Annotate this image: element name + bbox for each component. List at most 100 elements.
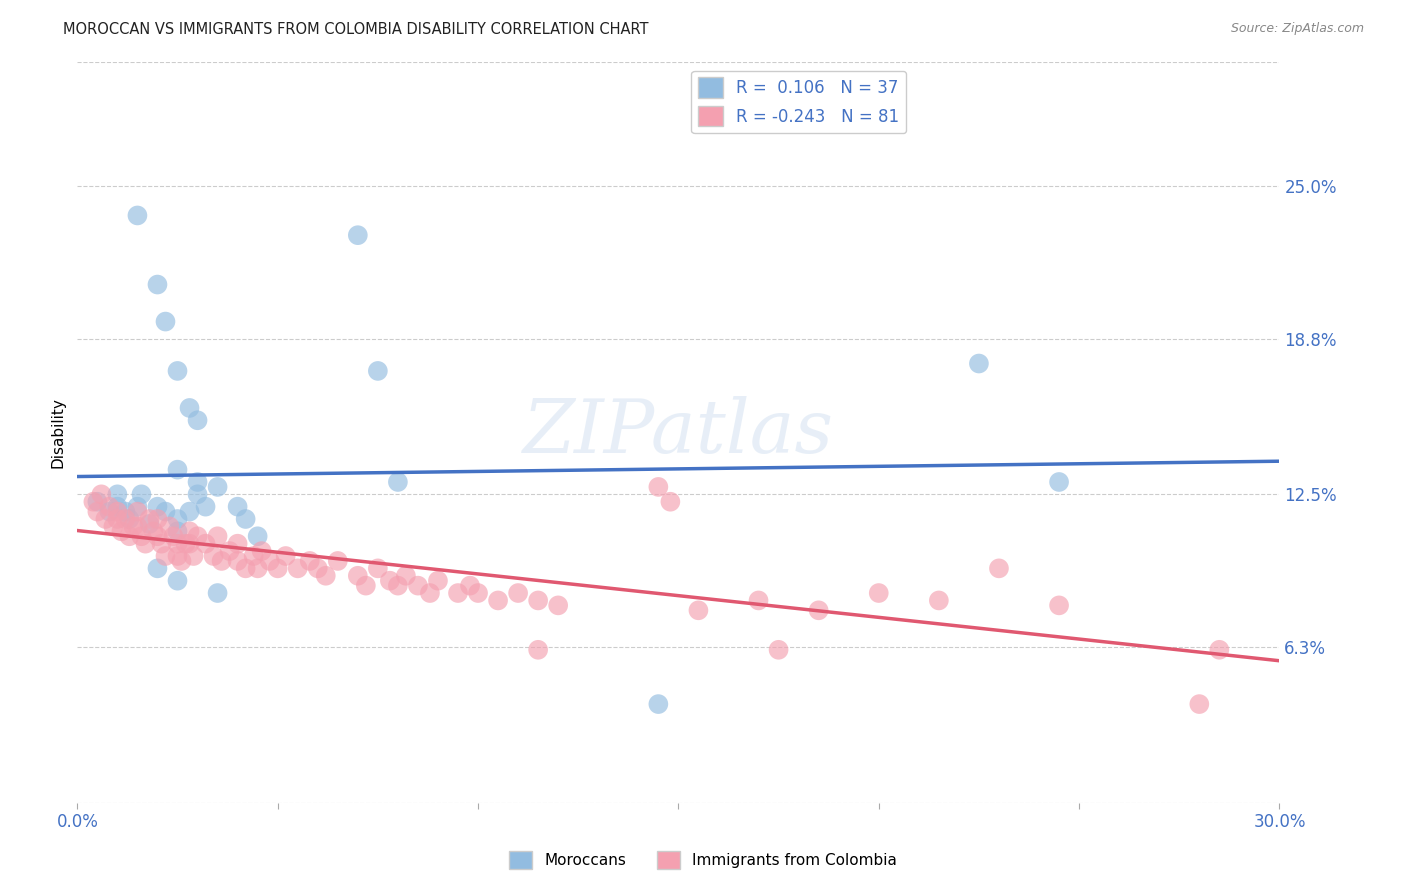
Point bbox=[146, 529, 169, 543]
Point bbox=[166, 574, 188, 588]
Point bbox=[179, 524, 201, 539]
Point bbox=[395, 568, 418, 582]
Point bbox=[98, 500, 121, 514]
Point bbox=[166, 364, 188, 378]
Point bbox=[127, 505, 149, 519]
Legend: R =  0.106   N = 37, R = -0.243   N = 81: R = 0.106 N = 37, R = -0.243 N = 81 bbox=[692, 70, 905, 133]
Point bbox=[138, 512, 160, 526]
Point bbox=[166, 537, 188, 551]
Point bbox=[127, 519, 149, 533]
Point bbox=[211, 554, 233, 568]
Point bbox=[259, 554, 281, 568]
Point bbox=[166, 549, 188, 563]
Point bbox=[146, 500, 169, 514]
Point bbox=[378, 574, 401, 588]
Point bbox=[131, 487, 153, 501]
Point bbox=[287, 561, 309, 575]
Point bbox=[347, 568, 370, 582]
Point bbox=[114, 505, 136, 519]
Point bbox=[367, 364, 389, 378]
Point bbox=[267, 561, 290, 575]
Point bbox=[98, 505, 121, 519]
Point bbox=[768, 642, 790, 657]
Point bbox=[166, 524, 188, 539]
Point bbox=[155, 549, 177, 563]
Legend: Moroccans, Immigrants from Colombia: Moroccans, Immigrants from Colombia bbox=[503, 845, 903, 875]
Point bbox=[659, 494, 682, 508]
Point bbox=[103, 519, 125, 533]
Point bbox=[146, 277, 169, 292]
Point bbox=[202, 549, 225, 563]
Text: Source: ZipAtlas.com: Source: ZipAtlas.com bbox=[1230, 22, 1364, 36]
Point bbox=[90, 487, 112, 501]
Point bbox=[82, 494, 104, 508]
Point bbox=[387, 579, 409, 593]
Point bbox=[162, 529, 184, 543]
Point bbox=[107, 512, 129, 526]
Point bbox=[486, 593, 509, 607]
Point bbox=[354, 579, 377, 593]
Point bbox=[246, 529, 269, 543]
Point bbox=[326, 554, 349, 568]
Point bbox=[86, 505, 108, 519]
Point bbox=[207, 529, 229, 543]
Point bbox=[166, 462, 188, 476]
Point bbox=[467, 586, 489, 600]
Point bbox=[194, 537, 217, 551]
Point bbox=[315, 568, 337, 582]
Point bbox=[170, 554, 193, 568]
Point bbox=[298, 554, 321, 568]
Point bbox=[1188, 697, 1211, 711]
Point bbox=[427, 574, 450, 588]
Point bbox=[235, 512, 257, 526]
Point bbox=[274, 549, 297, 563]
Point bbox=[146, 512, 169, 526]
Point bbox=[419, 586, 441, 600]
Point bbox=[868, 586, 890, 600]
Point bbox=[107, 487, 129, 501]
Point bbox=[226, 500, 249, 514]
Y-axis label: Disability: Disability bbox=[51, 397, 66, 468]
Point bbox=[527, 642, 550, 657]
Point bbox=[118, 512, 141, 526]
Point bbox=[186, 487, 209, 501]
Point bbox=[131, 529, 153, 543]
Point bbox=[114, 512, 136, 526]
Point bbox=[186, 475, 209, 489]
Text: MOROCCAN VS IMMIGRANTS FROM COLOMBIA DISABILITY CORRELATION CHART: MOROCCAN VS IMMIGRANTS FROM COLOMBIA DIS… bbox=[63, 22, 648, 37]
Point bbox=[179, 401, 201, 415]
Point bbox=[159, 519, 181, 533]
Point bbox=[166, 512, 188, 526]
Point bbox=[107, 500, 129, 514]
Point bbox=[527, 593, 550, 607]
Point bbox=[458, 579, 481, 593]
Point bbox=[988, 561, 1011, 575]
Point bbox=[807, 603, 830, 617]
Point bbox=[1047, 599, 1070, 613]
Point bbox=[174, 537, 197, 551]
Point bbox=[547, 599, 569, 613]
Point bbox=[647, 697, 669, 711]
Point bbox=[179, 505, 201, 519]
Point bbox=[127, 500, 149, 514]
Point bbox=[967, 357, 990, 371]
Point bbox=[367, 561, 389, 575]
Point bbox=[186, 529, 209, 543]
Point bbox=[246, 561, 269, 575]
Point bbox=[406, 579, 429, 593]
Point bbox=[127, 209, 149, 223]
Point bbox=[146, 561, 169, 575]
Point bbox=[107, 505, 129, 519]
Point bbox=[235, 561, 257, 575]
Point bbox=[307, 561, 329, 575]
Point bbox=[183, 549, 205, 563]
Point bbox=[110, 524, 132, 539]
Point bbox=[194, 500, 217, 514]
Point bbox=[94, 512, 117, 526]
Point bbox=[207, 586, 229, 600]
Point bbox=[86, 494, 108, 508]
Point bbox=[688, 603, 710, 617]
Point bbox=[138, 516, 160, 531]
Point bbox=[250, 544, 273, 558]
Point bbox=[508, 586, 530, 600]
